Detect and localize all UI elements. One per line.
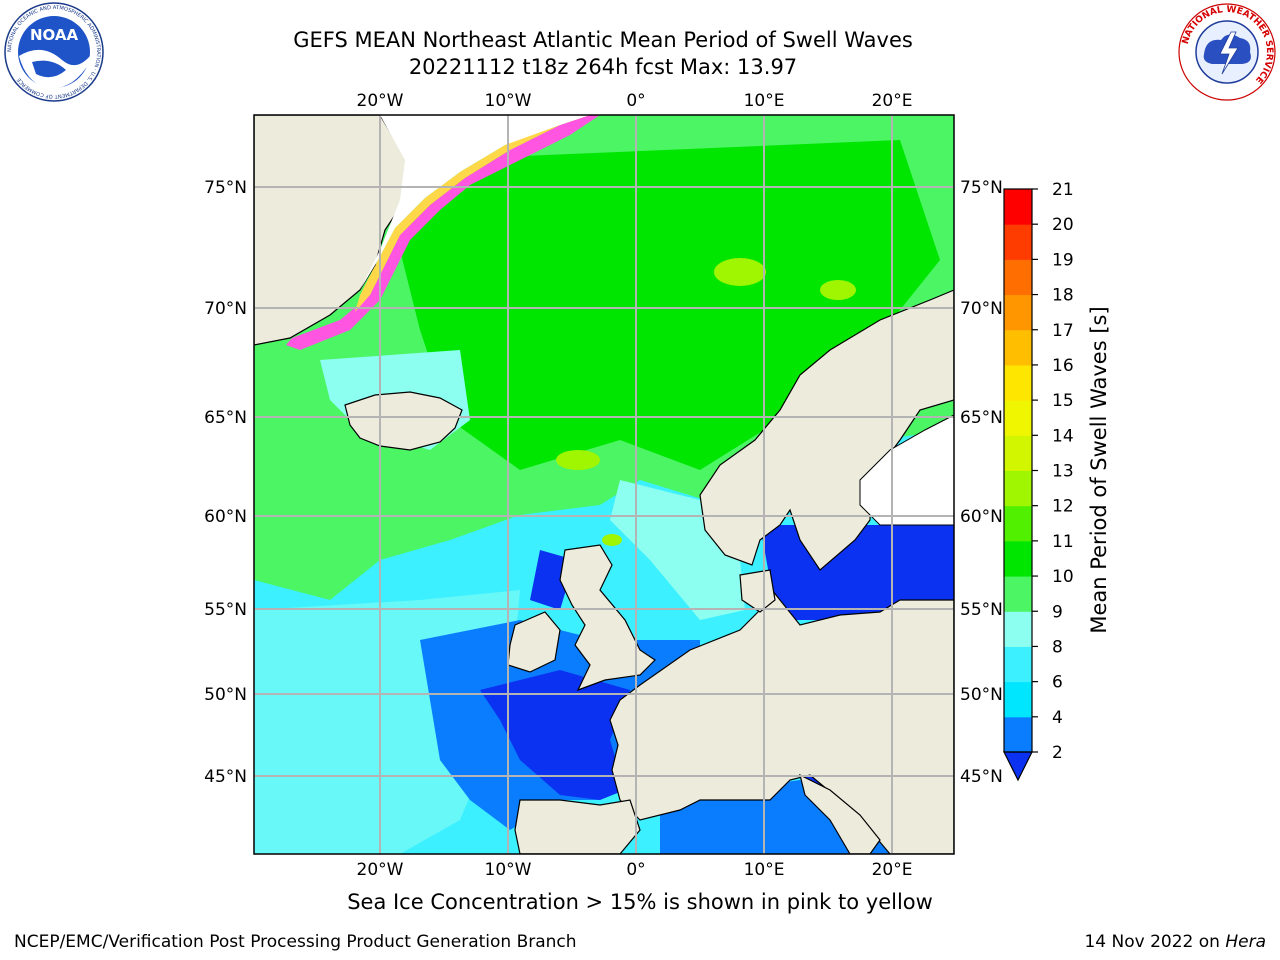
colorbar-segment xyxy=(1004,505,1032,542)
colorbar-tick-label: 8 xyxy=(1052,637,1063,657)
colorbar-tick-label: 14 xyxy=(1052,426,1074,446)
colorbar-segment xyxy=(1004,470,1032,507)
lon-label-bottom: 10°W xyxy=(485,860,532,880)
lat-label-right: 55°N xyxy=(960,600,1003,620)
lat-label-left: 75°N xyxy=(204,178,247,198)
colorbar-segment xyxy=(1004,435,1032,471)
lat-label-right: 70°N xyxy=(960,299,1003,319)
colorbar-segment xyxy=(1004,540,1032,577)
lat-label-right: 60°N xyxy=(960,507,1003,527)
swell-patch-13s xyxy=(602,534,622,546)
nws-logo: NATIONAL WEATHER SERVICE xyxy=(1176,2,1278,106)
ice-covered-area xyxy=(859,414,954,526)
colorbar-extend-min xyxy=(1003,751,1033,782)
lat-label-right: 65°N xyxy=(960,408,1003,428)
colorbar-segment xyxy=(1004,681,1032,718)
land-great-britain xyxy=(559,544,656,692)
lat-label-left: 50°N xyxy=(204,685,247,705)
svg-text:NOAA: NOAA xyxy=(30,26,79,44)
sea-ice-caption: Sea Ice Concentration > 15% is shown in … xyxy=(347,890,933,914)
colorbar-tick-label: 10 xyxy=(1052,567,1074,587)
colorbar-segment xyxy=(1004,646,1032,683)
colorbar-tick-label: 18 xyxy=(1052,286,1074,306)
colorbar-tick-label: 4 xyxy=(1052,708,1063,728)
colorbar-segment xyxy=(1004,364,1032,401)
colorbar-tick-label: 15 xyxy=(1052,391,1074,411)
lon-label-bottom: 20°E xyxy=(872,860,913,880)
colorbar-tick-label: 17 xyxy=(1052,321,1074,341)
colorbar-tick-label: 11 xyxy=(1052,532,1074,552)
colorbar-segment xyxy=(1004,259,1032,296)
colorbar-segment xyxy=(1004,611,1032,647)
ice-covered-area xyxy=(360,115,590,290)
land-ireland xyxy=(507,611,561,673)
colorbar-tick-label: 16 xyxy=(1052,356,1074,376)
colorbar-segment xyxy=(1004,329,1032,366)
colorbar-segment xyxy=(1004,716,1032,753)
colorbar-tick-label: 12 xyxy=(1052,497,1074,517)
swell-patch-13s xyxy=(820,280,856,300)
colorbar: 2 4 6 8 9 10 11 12 13 14 15 16 17 18 19 20 21 xyxy=(1003,180,1074,782)
lat-label-left: 70°N xyxy=(204,299,247,319)
footer-host: Hera xyxy=(1225,932,1266,952)
colorbar-segment xyxy=(1004,189,1032,225)
colorbar-tick-label: 19 xyxy=(1052,250,1074,270)
lat-label-right: 50°N xyxy=(960,685,1003,705)
map-graticule xyxy=(254,115,954,854)
land-iceland xyxy=(344,391,463,451)
colorbar-segment xyxy=(1004,400,1032,436)
lon-label-bottom: 20°W xyxy=(357,860,404,880)
chart-title: GEFS MEAN Northeast Atlantic Mean Period… xyxy=(293,28,913,52)
map-plot-area: 20°W 10°W 0° 10°E 20°E 20°W 10°W 0° 10°E… xyxy=(204,91,1003,880)
lon-label-top: 10°E xyxy=(744,91,785,111)
land-italy xyxy=(799,773,881,854)
lon-label-top: 20°E xyxy=(872,91,913,111)
lat-label-left: 60°N xyxy=(204,507,247,527)
colorbar-tick-label: 9 xyxy=(1052,602,1063,622)
swell-zone-dark-blue xyxy=(480,670,630,800)
lat-label-right: 75°N xyxy=(960,178,1003,198)
footer-date-text: 14 Nov 2022 on xyxy=(1084,932,1226,952)
map-frame xyxy=(253,114,955,855)
lon-label-bottom: 0° xyxy=(626,860,645,880)
chart-subtitle: 20221112 t18z 264h fcst Max: 13.97 xyxy=(408,55,798,79)
colorbar-tick-label: 2 xyxy=(1052,743,1063,763)
colorbar-tick-label: 21 xyxy=(1052,180,1074,200)
colorbar-segment xyxy=(1004,224,1032,260)
footer-date: 14 Nov 2022 on Hera xyxy=(1084,932,1266,952)
lon-label-top: 10°W xyxy=(485,91,532,111)
colorbar-label: Mean Period of Swell Waves [s] xyxy=(1087,306,1111,633)
colorbar-segment xyxy=(1004,294,1032,331)
footer-credit: NCEP/EMC/Verification Post Processing Pr… xyxy=(14,932,577,952)
swell-patch-13s xyxy=(714,258,766,286)
colorbar-tick-label: 13 xyxy=(1052,462,1074,482)
lat-label-right: 45°N xyxy=(960,767,1003,787)
land-iberia xyxy=(514,799,641,854)
colorbar-segment xyxy=(1004,576,1032,612)
swell-patch-13s xyxy=(556,450,600,470)
lon-label-top: 20°W xyxy=(357,91,404,111)
lat-label-left: 65°N xyxy=(204,408,247,428)
lon-label-top: 0° xyxy=(626,91,645,111)
colorbar-tick-label: 20 xyxy=(1052,215,1074,235)
lat-label-left: 55°N xyxy=(204,600,247,620)
colorbar-tick-label: 6 xyxy=(1052,673,1063,693)
noaa-logo: NATIONAL OCEANIC AND ATMOSPHERIC ADMINIS… xyxy=(2,2,106,106)
lat-label-left: 45°N xyxy=(204,767,247,787)
lon-label-bottom: 10°E xyxy=(744,860,785,880)
